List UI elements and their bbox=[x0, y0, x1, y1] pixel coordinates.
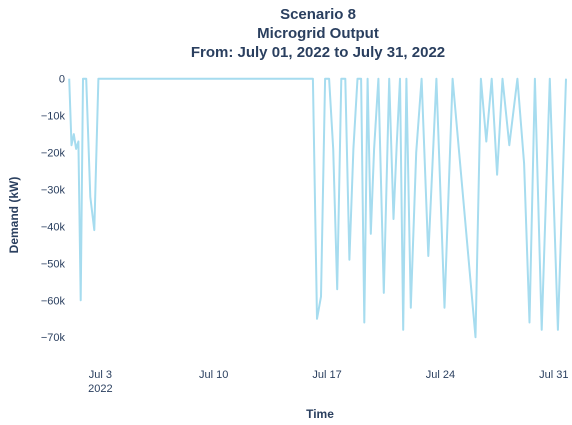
y-tick-label: −30k bbox=[41, 184, 66, 196]
y-tick-label: 0 bbox=[59, 74, 65, 86]
y-axis-title: Demand (kW) bbox=[7, 177, 21, 254]
x-tick-sublabel: 2022 bbox=[88, 383, 112, 395]
chart-title-line-2: Microgrid Output bbox=[257, 25, 379, 42]
chart-title-line-1: Scenario 8 bbox=[280, 6, 356, 23]
chart-title-group: Scenario 8 Microgrid Output From: July 0… bbox=[191, 6, 445, 61]
y-axis: 0 −10k −20k −30k −40k −50k −60k −70k bbox=[41, 74, 66, 345]
x-tick-label: Jul 3 bbox=[89, 369, 112, 381]
y-tick-label: −50k bbox=[41, 258, 66, 270]
series-line bbox=[68, 77, 567, 339]
x-tick-label: Jul 24 bbox=[426, 369, 455, 381]
x-tick-label: Jul 10 bbox=[199, 369, 228, 381]
x-tick-label: Jul 31 bbox=[539, 369, 568, 381]
y-tick-label: −20k bbox=[41, 148, 66, 160]
chart-title-line-3: From: July 01, 2022 to July 31, 2022 bbox=[191, 44, 445, 61]
y-tick-label: −10k bbox=[41, 111, 66, 123]
x-tick-label: Jul 17 bbox=[312, 369, 341, 381]
plot-area bbox=[68, 77, 567, 339]
y-tick-label: −60k bbox=[41, 295, 66, 307]
x-axis: Jul 3 2022 Jul 10 Jul 17 Jul 24 Jul 31 bbox=[88, 369, 568, 395]
y-tick-label: −70k bbox=[41, 332, 66, 344]
x-axis-title: Time bbox=[306, 407, 334, 421]
y-tick-label: −40k bbox=[41, 221, 66, 233]
